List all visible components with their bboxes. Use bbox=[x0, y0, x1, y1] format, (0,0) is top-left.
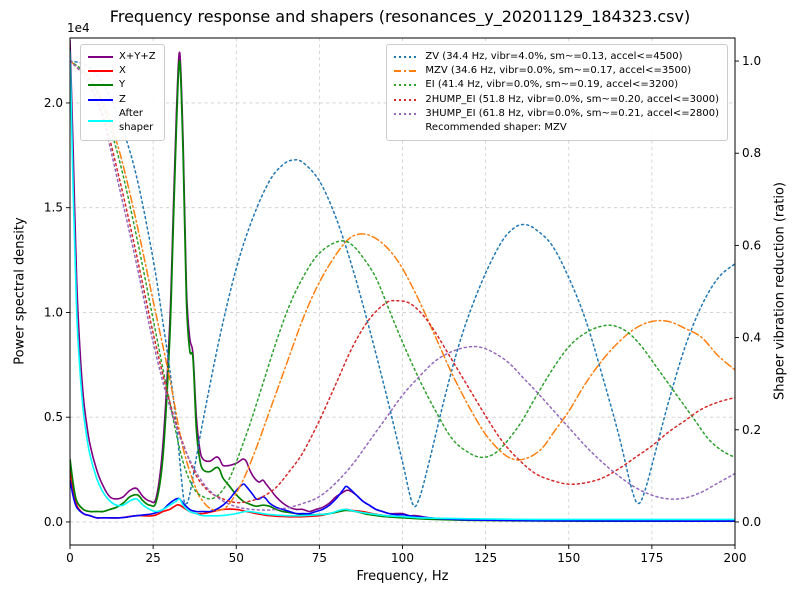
x-tick-label: 150 bbox=[557, 551, 580, 565]
legend-line-swatch bbox=[394, 112, 420, 115]
x-tick-label: 100 bbox=[391, 551, 414, 565]
x-tick-label: 125 bbox=[474, 551, 497, 565]
legend-item: Y bbox=[88, 78, 156, 92]
legend-line-swatch bbox=[394, 98, 420, 101]
x-tick-label: 50 bbox=[229, 551, 244, 565]
recommended-shaper-note: Recommended shaper: MZV bbox=[425, 121, 567, 133]
y-axis-left-label: Power spectral density bbox=[12, 217, 28, 365]
series-mzv bbox=[70, 60, 735, 512]
legend-label: Z bbox=[119, 93, 126, 105]
y-right-tick-label: 0.6 bbox=[742, 238, 761, 252]
x-tick-label: 75 bbox=[312, 551, 327, 565]
y-right-tick-label: 0.4 bbox=[742, 331, 761, 345]
series-zv bbox=[70, 60, 735, 508]
legend-item: After shaper bbox=[88, 107, 156, 135]
y-left-tick-label: 2.0 bbox=[44, 96, 63, 110]
legend-label: 3HUMP_EI (61.8 Hz, vibr=0.0%, sm~=0.21, … bbox=[425, 107, 719, 119]
y-left-tick-label: 0.0 bbox=[44, 515, 63, 529]
y-right-tick-label: 0.8 bbox=[742, 146, 761, 160]
legend-item: X bbox=[88, 64, 156, 78]
legend-line-swatch bbox=[88, 98, 113, 101]
y-right-tick-label: 0.2 bbox=[742, 423, 761, 437]
legend-line-swatch bbox=[394, 84, 420, 87]
x-tick-label: 175 bbox=[640, 551, 663, 565]
y-axis-offset-label: 1e4 bbox=[67, 21, 90, 35]
legend-label: Y bbox=[119, 79, 126, 91]
legend-label: MZV (34.6 Hz, vibr=0.0%, sm~=0.17, accel… bbox=[425, 65, 692, 77]
x-axis-label: Frequency, Hz bbox=[356, 569, 449, 584]
legend-label: X bbox=[119, 65, 126, 77]
legend-item: MZV (34.6 Hz, vibr=0.0%, sm~=0.17, accel… bbox=[394, 64, 719, 78]
y-left-tick-label: 0.5 bbox=[44, 410, 63, 424]
y-right-tick-label: 1.0 bbox=[742, 54, 761, 68]
legend-line-swatch bbox=[88, 56, 113, 59]
legend-psd: X+Y+Z X Y Z After shaper bbox=[80, 44, 165, 142]
y-axis-right-label: Shaper vibration reduction (ratio) bbox=[772, 182, 788, 400]
legend-label: 2HUMP_EI (51.8 Hz, vibr=0.0%, sm~=0.20, … bbox=[425, 93, 719, 105]
legend-item: X+Y+Z bbox=[88, 50, 156, 64]
series-2hump-ei bbox=[70, 60, 735, 504]
series-after-shaper bbox=[70, 50, 735, 521]
y-left-tick-label: 1.0 bbox=[44, 305, 63, 319]
legend-item: Z bbox=[88, 93, 156, 107]
x-tick-label: 200 bbox=[724, 551, 747, 565]
legend-line-swatch bbox=[88, 84, 113, 87]
series-ei bbox=[70, 60, 735, 500]
chart-title: Frequency response and shapers (resonanc… bbox=[109, 7, 691, 26]
legend-shapers: ZV (34.4 Hz, vibr=4.0%, sm~=0.13, accel<… bbox=[386, 44, 728, 142]
x-tick-label: 25 bbox=[145, 551, 160, 565]
legend-item: ZV (34.4 Hz, vibr=4.0%, sm~=0.13, accel<… bbox=[394, 50, 719, 64]
legend-item: EI (41.4 Hz, vibr=0.0%, sm~=0.19, accel<… bbox=[394, 78, 719, 92]
legend-line-swatch bbox=[88, 70, 113, 73]
legend-line-swatch bbox=[394, 70, 420, 73]
y-right-tick-label: 0.0 bbox=[742, 515, 761, 529]
legend-label: After shaper bbox=[119, 107, 154, 133]
legend-item: 2HUMP_EI (51.8 Hz, vibr=0.0%, sm~=0.20, … bbox=[394, 93, 719, 107]
x-tick-label: 0 bbox=[66, 551, 74, 565]
legend-line-swatch bbox=[88, 119, 113, 122]
legend-line-swatch bbox=[394, 56, 420, 59]
legend-label: EI (41.4 Hz, vibr=0.0%, sm~=0.19, accel<… bbox=[425, 79, 679, 91]
legend-label: ZV (34.4 Hz, vibr=4.0%, sm~=0.13, accel<… bbox=[425, 51, 683, 62]
y-left-tick-label: 1.5 bbox=[44, 201, 63, 215]
legend-item: 3HUMP_EI (61.8 Hz, vibr=0.0%, sm~=0.21, … bbox=[394, 107, 719, 121]
legend-label: X+Y+Z bbox=[119, 51, 156, 62]
series-3hump-ei bbox=[70, 60, 735, 511]
